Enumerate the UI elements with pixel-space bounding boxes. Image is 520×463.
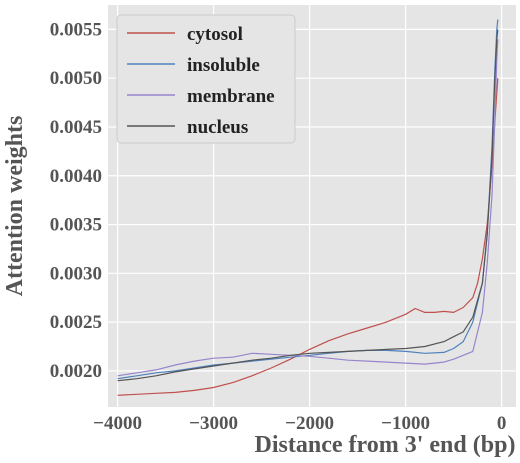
y-tick-label: 0.0050 (50, 68, 102, 89)
x-axis-ticks: −4000 −3000 −2000 −1000 0 (93, 413, 506, 434)
series-line-nucleus (117, 29, 499, 382)
legend-label-nucleus: nucleus (187, 117, 248, 138)
x-tick-label: −3000 (189, 413, 238, 434)
legend: cytosol insoluble membrane nucleus (116, 14, 296, 144)
series-line-membrane (117, 39, 499, 377)
y-tick-label: 0.0025 (50, 312, 102, 333)
x-tick-label: 0 (497, 413, 507, 434)
y-tick-label: 0.0020 (50, 361, 102, 382)
series-line-cytosol (117, 78, 499, 396)
series-layer (117, 19, 499, 396)
x-tick-label: −2000 (285, 413, 334, 434)
y-tick-label: 0.0030 (50, 263, 102, 284)
y-axis-ticks: 0.0020 0.0025 0.0030 0.0035 0.0040 0.0045 0.00… (50, 19, 102, 382)
y-tick-label: 0.0055 (50, 19, 102, 40)
grid (108, 5, 516, 407)
y-axis-label: Attention weights (2, 116, 28, 297)
legend-label-cytosol: cytosol (187, 24, 243, 45)
y-tick-label: 0.0035 (50, 215, 102, 236)
x-axis-label: Distance from 3' end (bp) (255, 432, 516, 458)
y-tick-label: 0.0045 (50, 117, 102, 138)
x-tick-label: −4000 (93, 413, 142, 434)
y-tick-label: 0.0040 (50, 166, 102, 187)
legend-box (116, 14, 296, 144)
legend-label-membrane: membrane (187, 86, 275, 107)
legend-label-insoluble: insoluble (187, 55, 260, 76)
x-tick-label: −1000 (381, 413, 430, 434)
